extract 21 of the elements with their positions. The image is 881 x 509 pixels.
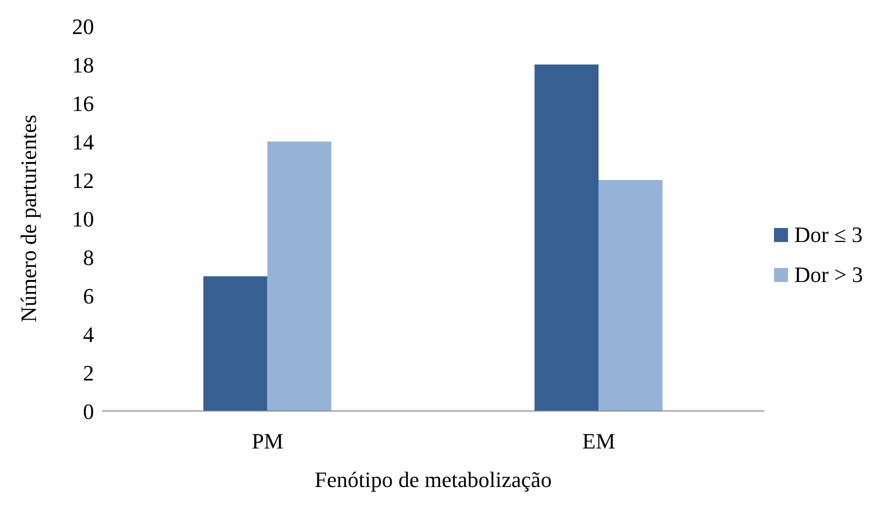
x-tick-label: EM bbox=[582, 428, 616, 454]
x-tick-label: PM bbox=[252, 428, 284, 454]
y-tick-label: 14 bbox=[72, 129, 94, 154]
y-tick-label: 10 bbox=[72, 206, 94, 232]
y-tick-label: 2 bbox=[83, 360, 94, 386]
y-tick-label: 16 bbox=[72, 90, 94, 116]
y-tick-label: 20 bbox=[72, 14, 94, 39]
y-tick-label: 12 bbox=[72, 168, 94, 193]
y-tick-label: 8 bbox=[83, 244, 94, 270]
bar bbox=[267, 142, 332, 411]
y-tick-label: 0 bbox=[83, 398, 94, 424]
bar bbox=[534, 64, 599, 411]
legend-label: Dor ≤ 3 bbox=[794, 220, 863, 248]
x-axis-title: Fenótipo de metabolização bbox=[314, 467, 552, 492]
y-axis-title: Número de parturientes bbox=[16, 114, 41, 322]
bar bbox=[598, 180, 663, 411]
y-tick-label: 4 bbox=[83, 322, 94, 347]
y-tick-label: 18 bbox=[72, 52, 94, 78]
bar bbox=[203, 276, 268, 411]
legend-label: Dor > 3 bbox=[794, 260, 863, 288]
y-tick-label: 6 bbox=[83, 283, 94, 308]
